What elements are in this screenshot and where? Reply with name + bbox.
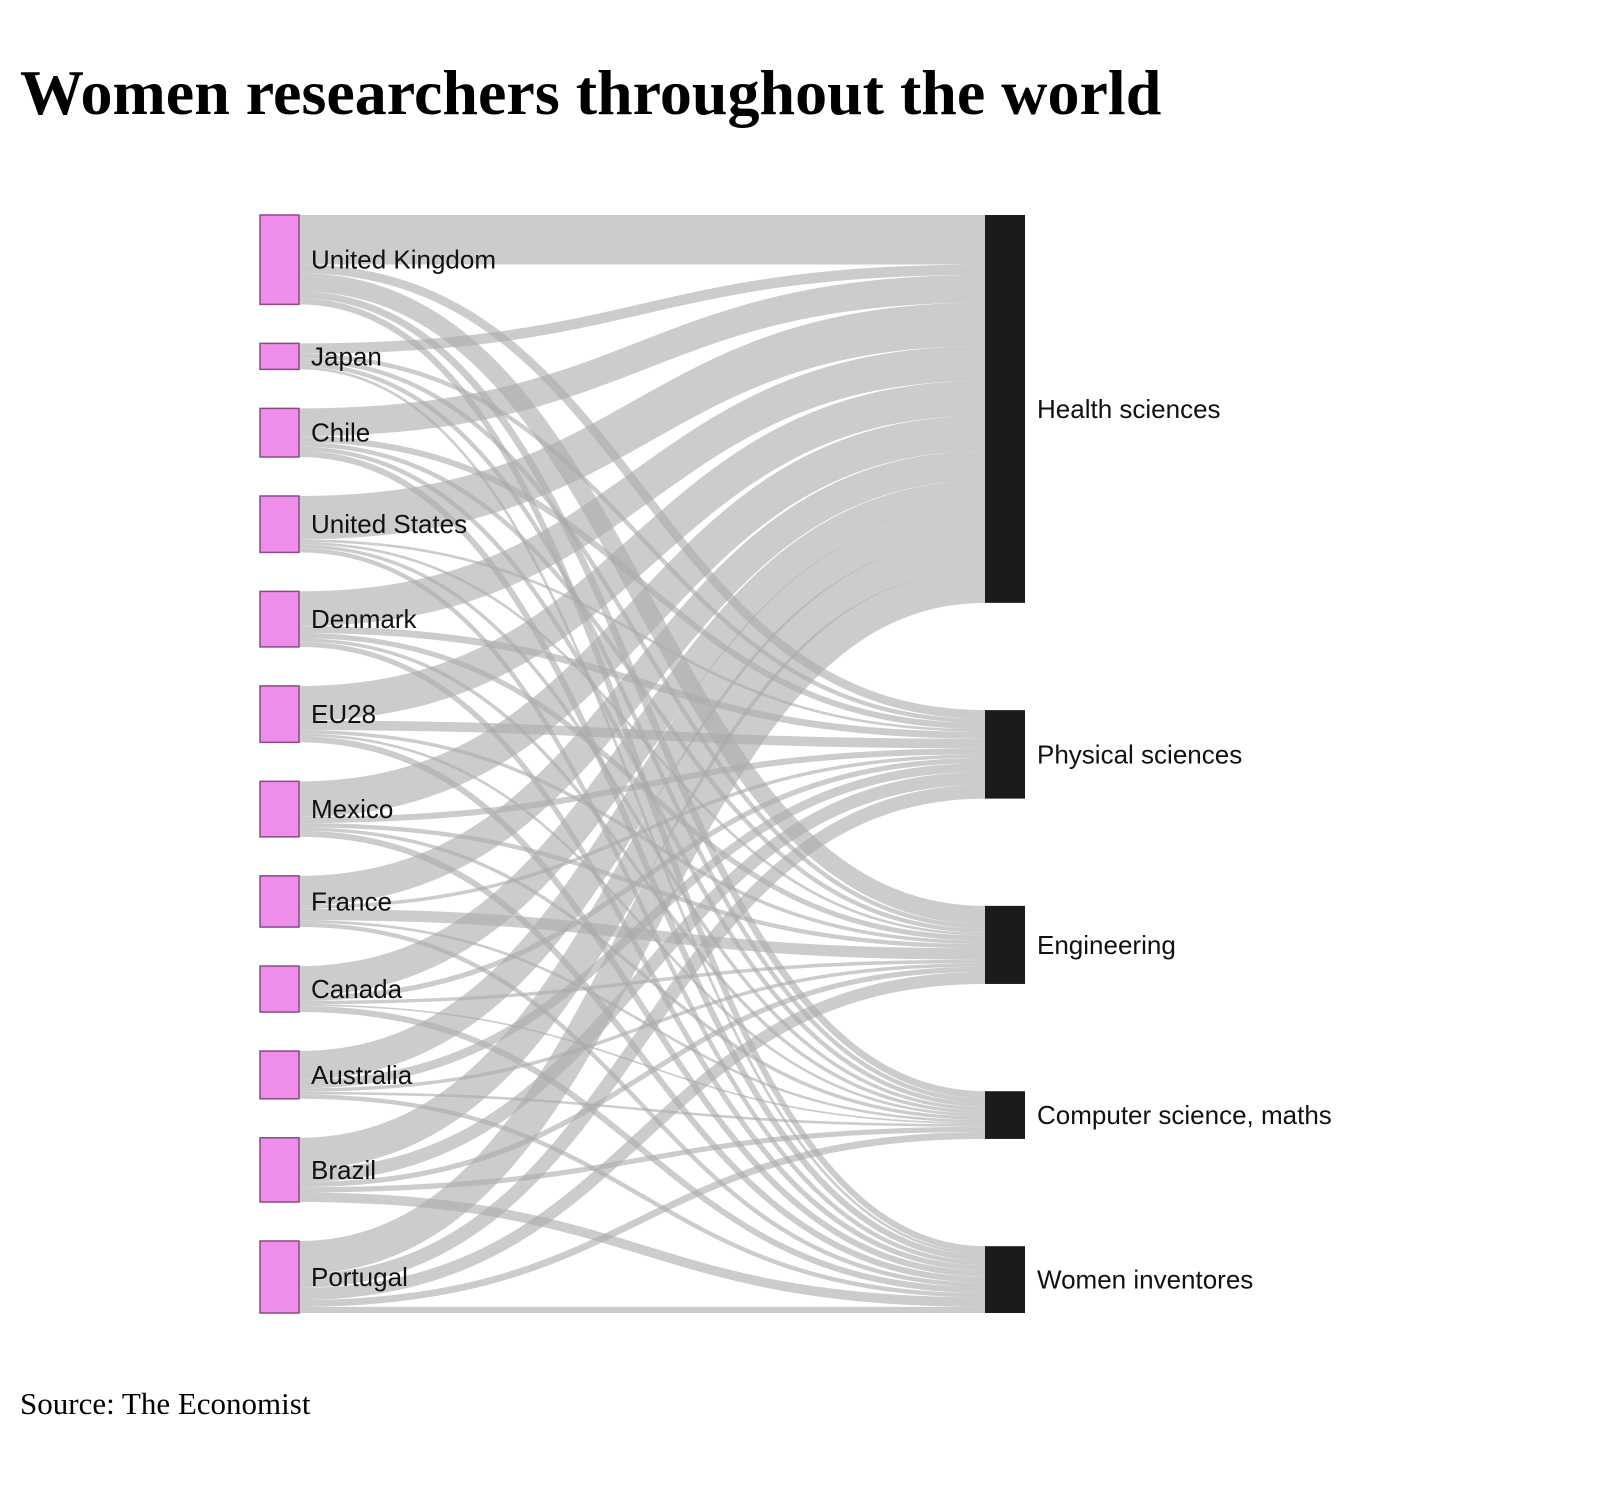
link-denmark-to-computer-science-maths — [298, 638, 986, 1114]
link-japan-to-computer-science-maths — [298, 362, 986, 1103]
source-node-france — [259, 875, 300, 928]
source-label-eu28: EU28 — [311, 699, 376, 729]
source-node-brazil — [259, 1137, 300, 1203]
link-eu28-to-computer-science-maths — [298, 733, 986, 1117]
target-label-engineering: Engineering — [1037, 930, 1176, 960]
source-label-united-states: United States — [311, 509, 467, 539]
link-japan-to-health-sciences — [298, 264, 986, 354]
link-france-to-women-inventores — [298, 922, 986, 1287]
source-label-denmark: Denmark — [311, 604, 417, 634]
link-brazil-to-women-inventores — [298, 1192, 986, 1307]
sankey-links — [298, 215, 986, 1313]
link-canada-to-women-inventores — [298, 1005, 986, 1294]
link-mexico-to-engineering — [298, 822, 986, 949]
source-node-australia — [259, 1050, 300, 1100]
source-node-eu28 — [259, 685, 300, 744]
target-node-computer-science-maths — [985, 1091, 1025, 1139]
link-brazil-to-engineering — [298, 966, 986, 1188]
target-label-computer-science-maths: Computer science, maths — [1037, 1100, 1332, 1130]
target-label-women-inventores: Women inventores — [1037, 1265, 1253, 1295]
link-portugal-to-engineering — [298, 971, 986, 1300]
link-mexico-to-women-inventores — [298, 830, 986, 1283]
link-denmark-to-physical-sciences — [298, 626, 986, 739]
sankey-labels: United Kingdom Japan Chile United States Den… — [311, 245, 1332, 1295]
source-label-chile: Chile — [311, 418, 370, 448]
link-japan-to-women-inventores — [298, 366, 986, 1255]
source-node-united-states — [259, 495, 300, 554]
link-chile-to-women-inventores — [298, 450, 986, 1261]
chart-source: Source: The Economist — [20, 1386, 311, 1421]
link-united-states-to-computer-science-maths — [298, 544, 986, 1111]
link-united-kingdom-to-engineering — [298, 273, 986, 925]
link-eu28-to-engineering — [298, 730, 986, 945]
link-united-states-to-physical-sciences — [298, 539, 986, 732]
link-denmark-to-women-inventores — [298, 641, 986, 1271]
link-brazil-to-computer-science-maths — [298, 1126, 986, 1193]
link-canada-to-computer-science-maths — [298, 1004, 986, 1125]
link-denmark-to-engineering — [298, 633, 986, 941]
link-united-states-to-health-sciences — [298, 302, 986, 540]
link-japan-to-engineering — [298, 358, 986, 929]
source-label-brazil: Brazil — [311, 1155, 376, 1185]
source-label-canada: Canada — [311, 974, 403, 1004]
link-france-to-engineering — [298, 908, 986, 960]
link-united-states-to-women-inventores — [298, 548, 986, 1266]
link-japan-to-physical-sciences — [298, 353, 986, 724]
source-label-france: France — [311, 886, 392, 916]
link-united-kingdom-to-computer-science-maths — [298, 291, 986, 1099]
source-node-denmark — [259, 590, 300, 648]
link-france-to-health-sciences — [298, 451, 986, 906]
source-node-japan — [259, 342, 300, 371]
link-canada-to-physical-sciences — [298, 757, 986, 1001]
target-label-physical-sciences: Physical sciences — [1037, 739, 1242, 769]
link-mexico-to-computer-science-maths — [298, 827, 986, 1120]
source-label-mexico: Mexico — [311, 794, 393, 824]
source-label-portugal: Portugal — [311, 1262, 408, 1292]
source-node-united-kingdom — [259, 214, 300, 306]
link-australia-to-health-sciences — [298, 510, 986, 1080]
source-node-mexico — [259, 780, 300, 838]
target-node-health-sciences — [985, 215, 1025, 603]
link-australia-to-women-inventores — [298, 1094, 986, 1298]
source-label-united-kingdom: United Kingdom — [311, 245, 496, 275]
link-united-states-to-engineering — [298, 541, 986, 936]
link-portugal-to-computer-science-maths — [298, 1131, 986, 1307]
source-label-australia: Australia — [311, 1060, 413, 1090]
link-portugal-to-physical-sciences — [298, 784, 986, 1288]
source-label-japan: Japan — [311, 341, 382, 371]
link-eu28-to-women-inventores — [298, 736, 986, 1277]
source-node-canada — [259, 965, 300, 1013]
link-france-to-computer-science-maths — [298, 920, 986, 1123]
link-canada-to-engineering — [298, 959, 986, 1005]
chart-title: Women researchers throughout the world — [20, 57, 1162, 128]
link-brazil-to-physical-sciences — [298, 771, 986, 1183]
source-node-portugal — [259, 1240, 300, 1314]
source-node-chile — [259, 407, 300, 458]
link-chile-to-health-sciences — [298, 274, 986, 437]
target-node-women-inventores — [985, 1246, 1025, 1313]
target-node-physical-sciences — [985, 710, 1025, 799]
target-label-health-sciences: Health sciences — [1037, 394, 1221, 424]
link-united-kingdom-to-physical-sciences — [298, 264, 986, 719]
link-australia-to-engineering — [298, 963, 986, 1092]
sankey-nodes — [259, 214, 1025, 1314]
link-united-kingdom-to-women-inventores — [298, 298, 986, 1253]
target-node-engineering — [985, 905, 1025, 984]
link-eu28-to-health-sciences — [298, 380, 986, 721]
link-france-to-physical-sciences — [298, 754, 986, 909]
link-australia-to-computer-science-maths — [298, 1091, 986, 1127]
